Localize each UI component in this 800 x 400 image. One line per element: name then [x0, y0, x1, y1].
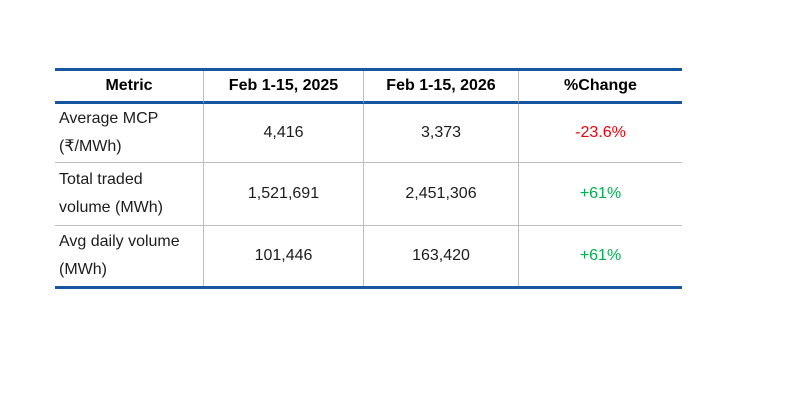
change-cell: +61%	[518, 163, 682, 226]
metric-cell: Average MCP (₹/MWh)	[55, 104, 203, 163]
metric-label-line1: Avg daily volume	[59, 233, 180, 250]
header-cell-feb-2025: Feb 1-15, 2025	[203, 71, 363, 104]
header-cell-metric: Metric	[55, 71, 203, 104]
metric-label-line1: Average MCP	[59, 110, 159, 127]
value-cell-2025: 101,446	[203, 226, 363, 286]
metric-cell: Total traded volume (MWh)	[55, 163, 203, 226]
value-cell-2026: 2,451,306	[363, 163, 518, 226]
change-cell: -23.6%	[518, 104, 682, 163]
change-cell: +61%	[518, 226, 682, 286]
metric-label-line2: (MWh)	[59, 261, 107, 278]
value-cell-2026: 3,373	[363, 104, 518, 163]
metric-label-line2: volume (MWh)	[59, 199, 164, 216]
value-cell-2026: 163,420	[363, 226, 518, 286]
header-cell-percent-change: %Change	[518, 71, 682, 104]
metric-label-line2: (₹/MWh)	[59, 138, 122, 155]
value-cell-2025: 1,521,691	[203, 163, 363, 226]
metric-cell: Avg daily volume (MWh)	[55, 226, 203, 286]
metric-label-line1: Total traded	[59, 171, 143, 188]
comparison-table: Metric Feb 1-15, 2025 Feb 1-15, 2026 %Ch…	[55, 68, 682, 289]
value-cell-2025: 4,416	[203, 104, 363, 163]
header-cell-feb-2026: Feb 1-15, 2026	[363, 71, 518, 104]
